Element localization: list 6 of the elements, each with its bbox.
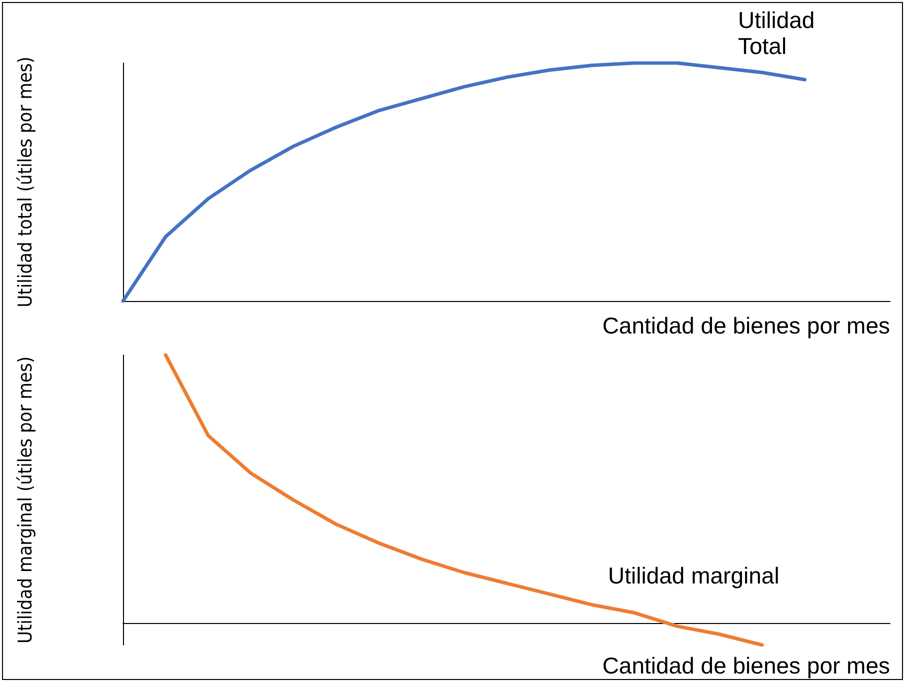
y-axis-title: Utilidad total (útiles por mes) (14, 56, 36, 308)
annotation: Utilidad marginal (608, 562, 780, 589)
x-axis-title: Cantidad de bienes por mes (602, 312, 890, 338)
y-axis-title: Utilidad marginal (útiles por mes) (14, 356, 36, 644)
text: Utilidad Total (738, 7, 815, 59)
x-axis-title: Cantidad de bienes por mes (602, 652, 890, 678)
